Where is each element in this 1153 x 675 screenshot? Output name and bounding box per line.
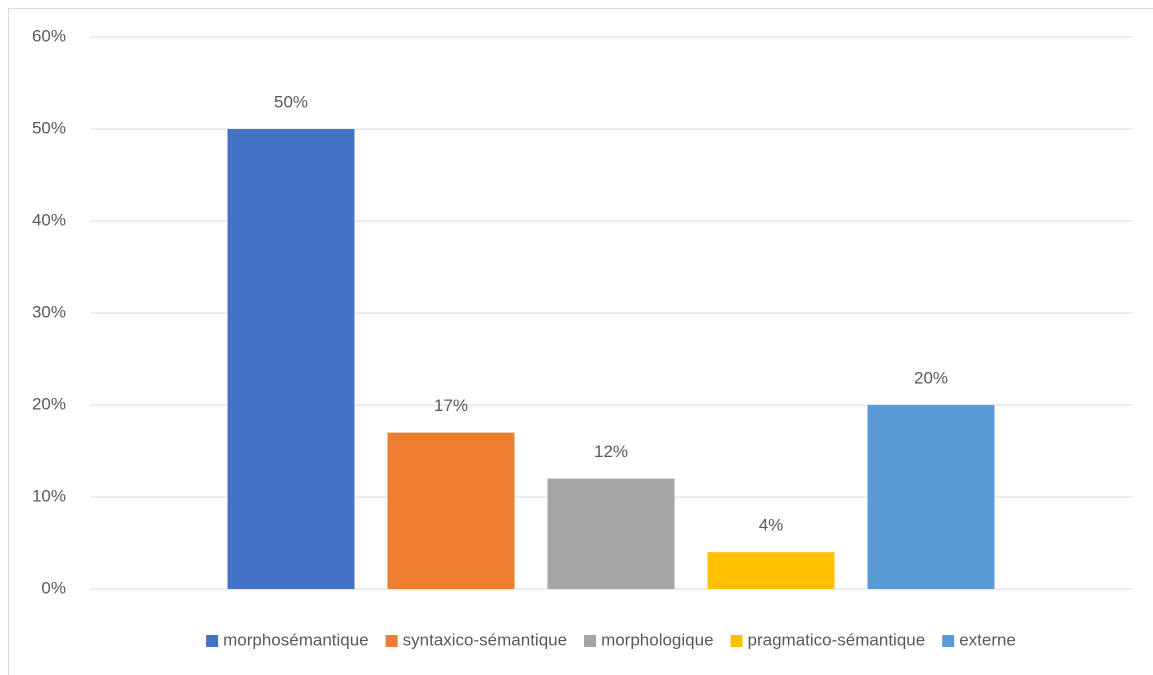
legend-label: morphosémantique bbox=[223, 630, 369, 649]
bar bbox=[867, 405, 995, 589]
bar bbox=[227, 129, 355, 589]
y-tick-label: 20% bbox=[32, 394, 66, 413]
legend-swatch bbox=[584, 635, 597, 647]
y-tick-label: 0% bbox=[41, 578, 66, 597]
legend-label: morphologique bbox=[601, 630, 713, 649]
y-tick-label: 30% bbox=[32, 302, 66, 321]
bar bbox=[387, 432, 515, 589]
y-tick-label: 50% bbox=[32, 118, 66, 137]
legend-label: externe bbox=[959, 630, 1016, 649]
y-tick-label: 40% bbox=[32, 210, 66, 229]
data-label: 20% bbox=[914, 368, 948, 387]
data-label: 50% bbox=[274, 92, 308, 111]
legend-label: syntaxico-sémantique bbox=[403, 630, 567, 649]
y-tick-label: 60% bbox=[32, 26, 66, 45]
data-label: 4% bbox=[759, 516, 784, 535]
legend-swatch bbox=[730, 635, 743, 647]
data-label: 17% bbox=[434, 396, 468, 415]
legend-swatch bbox=[206, 635, 219, 647]
legend-swatch bbox=[942, 635, 955, 647]
bar bbox=[707, 552, 835, 589]
bar bbox=[547, 478, 675, 589]
data-label: 12% bbox=[594, 442, 628, 461]
chart-border bbox=[8, 8, 1153, 675]
y-tick-label: 10% bbox=[32, 486, 66, 505]
legend-label: pragmatico-sémantique bbox=[748, 630, 926, 649]
legend-swatch bbox=[385, 635, 398, 647]
